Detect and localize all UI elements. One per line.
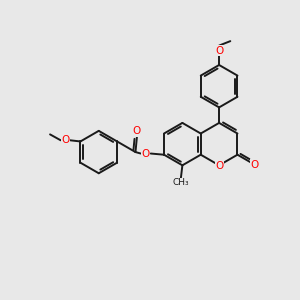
Text: O: O — [216, 161, 224, 171]
Text: O: O — [61, 135, 70, 145]
Text: O: O — [133, 126, 141, 136]
Text: CH₃: CH₃ — [172, 178, 189, 188]
Text: O: O — [142, 148, 150, 158]
Text: O: O — [215, 46, 223, 56]
Text: O: O — [251, 160, 259, 170]
